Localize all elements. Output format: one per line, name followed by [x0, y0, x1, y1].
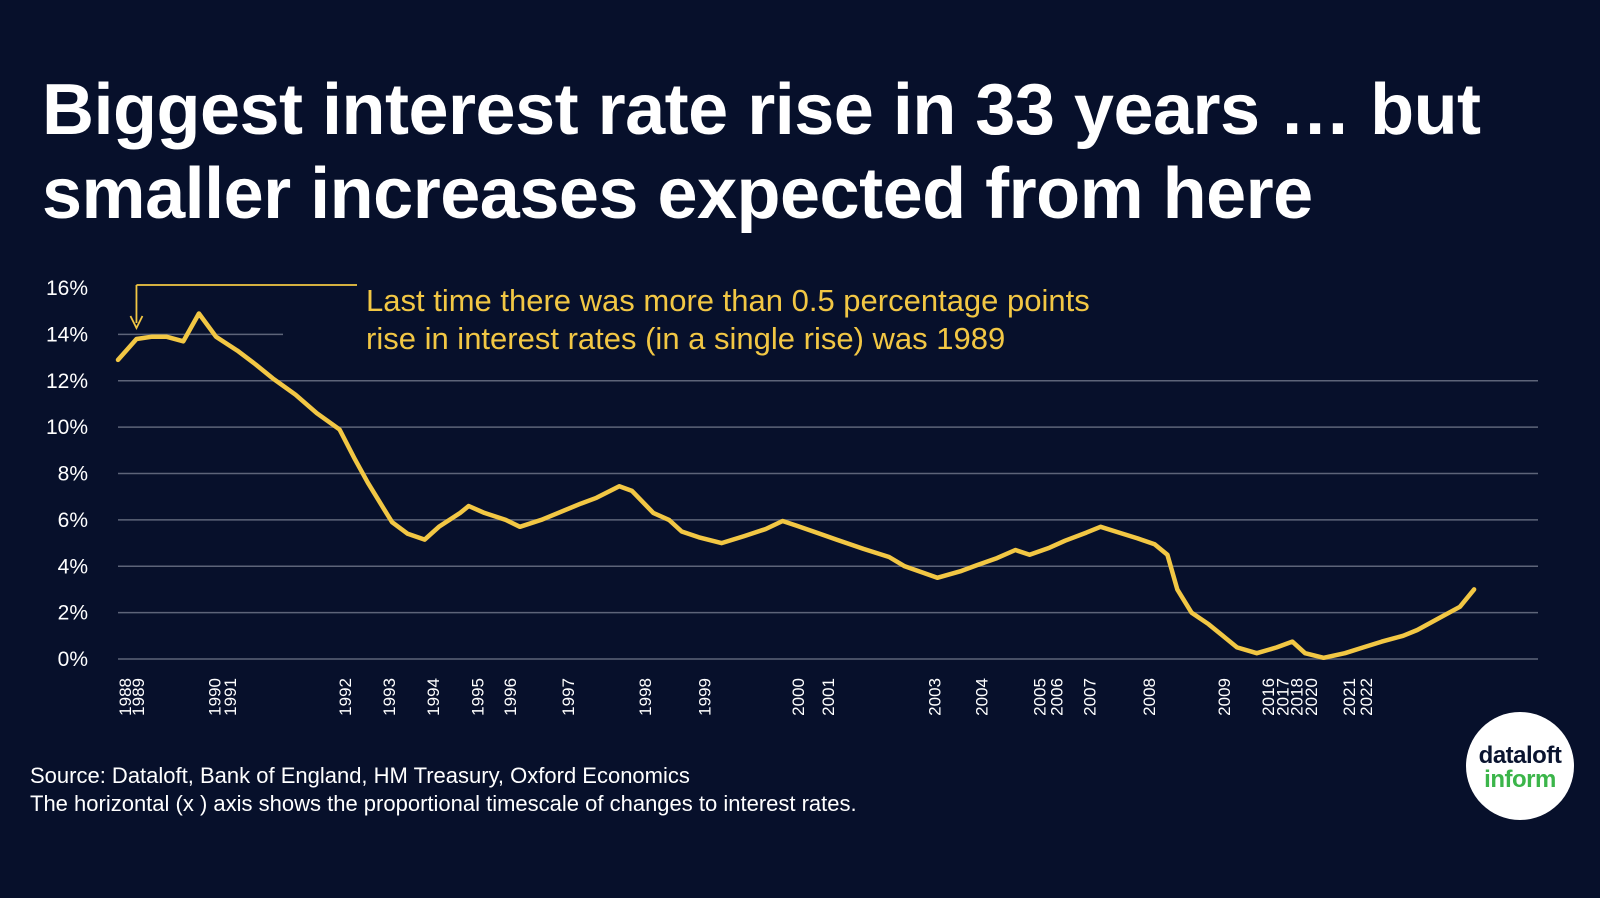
x-tick-label: 2004	[972, 678, 991, 716]
y-tick-label: 12%	[46, 370, 88, 393]
x-tick-label: 2009	[1215, 678, 1234, 716]
x-tick-label: 2003	[926, 678, 945, 716]
series-line-bank-rate	[115, 311, 1477, 661]
axis-note: The horizontal (x ) axis shows the propo…	[30, 791, 857, 816]
y-tick-label: 0%	[58, 648, 88, 671]
y-tick-label: 2%	[58, 602, 88, 625]
annotation-arrow	[129, 284, 357, 331]
x-tick-label: 1997	[559, 678, 578, 716]
footer: Source: Dataloft, Bank of England, HM Tr…	[30, 762, 857, 818]
x-tick-label: 2020	[1302, 678, 1321, 716]
x-tick-label: 2016	[1259, 678, 1278, 716]
y-tick-label: 4%	[58, 555, 88, 578]
x-tick-label: 2017	[1273, 678, 1292, 716]
x-tick-label: 2001	[819, 678, 838, 716]
x-tick-label: 2022	[1357, 678, 1376, 716]
y-tick-label: 16%	[46, 277, 88, 300]
x-tick-label: 1993	[380, 678, 399, 716]
y-tick-label: 6%	[58, 509, 88, 532]
logo-text-dataloft: dataloft	[1478, 742, 1562, 769]
x-tick-label: 2000	[789, 678, 808, 716]
series-group	[115, 311, 1477, 661]
x-tick-label: 1995	[468, 678, 487, 716]
x-tick-label: 1996	[501, 678, 520, 716]
annotation-line-2: rise in interest rates (in a single rise…	[366, 321, 1005, 356]
gridlines	[118, 333, 1538, 660]
x-tick-label: 1988	[116, 678, 135, 716]
source-note: Source: Dataloft, Bank of England, HM Tr…	[30, 763, 690, 788]
x-tick-label: 1992	[336, 678, 355, 716]
x-tick-label: 1990	[206, 678, 225, 716]
x-tick-label: 2005	[1031, 678, 1050, 716]
annotation-arrow-head	[129, 315, 144, 331]
x-tick-label: 1991	[221, 678, 240, 716]
x-tick-label: 2021	[1340, 678, 1359, 716]
x-tick-label: 2007	[1080, 678, 1099, 716]
logo-text-inform: inform	[1484, 766, 1556, 793]
chart-title: Biggest interest rate rise in 33 years ……	[42, 70, 1481, 234]
y-tick-label: 14%	[46, 323, 88, 346]
x-tick-label: 2006	[1048, 678, 1067, 716]
x-tick-label: 1994	[424, 678, 443, 716]
y-tick-label: 8%	[58, 463, 88, 486]
y-axis: 0% 2% 4% 6% 8% 10% 12% 14% 16%	[46, 277, 88, 671]
annotation-line-1: Last time there was more than 0.5 percen…	[366, 283, 1090, 318]
x-tick-label: 2018	[1288, 678, 1307, 716]
y-tick-label: 10%	[46, 416, 88, 439]
x-tick-label: 2008	[1140, 678, 1159, 716]
x-tick-label: 1999	[695, 678, 714, 716]
x-tick-label: 1998	[636, 678, 655, 716]
x-tick-label: 1989	[129, 678, 148, 716]
dataloft-logo: dataloft inform	[1466, 712, 1574, 820]
